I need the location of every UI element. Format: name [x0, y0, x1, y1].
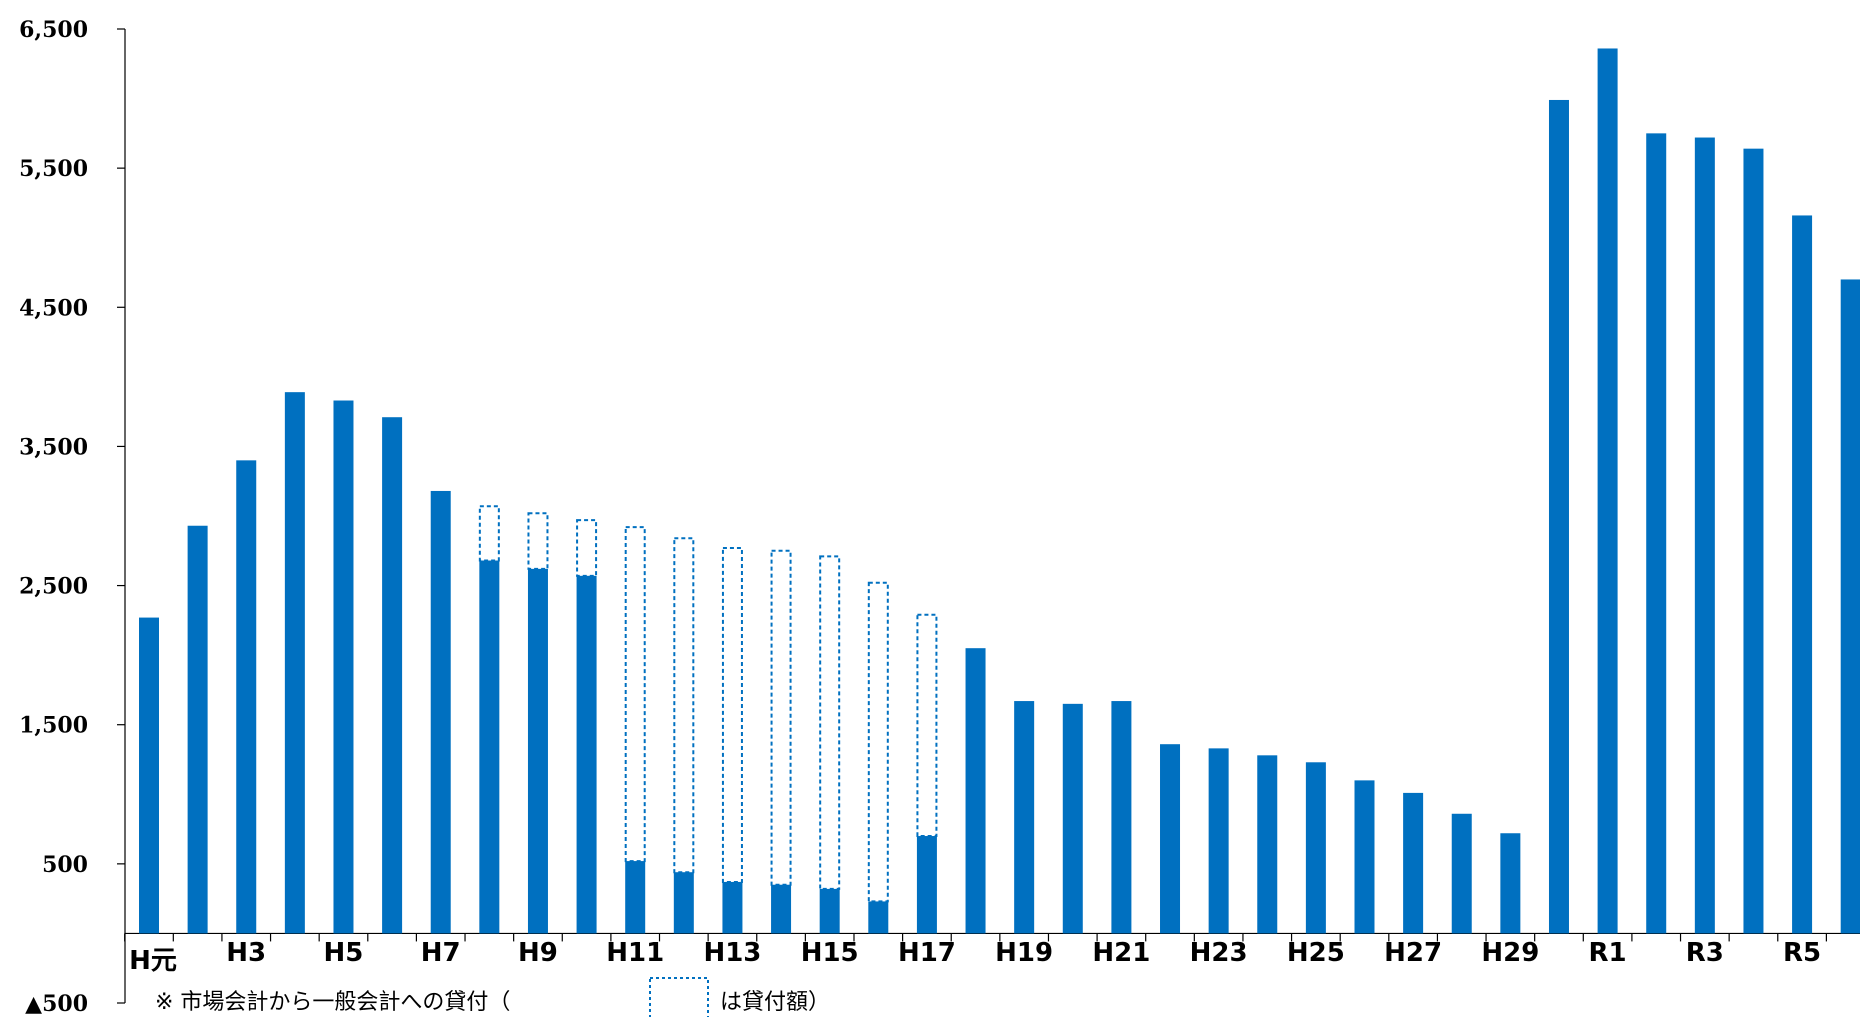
bar: [1840, 279, 1860, 934]
x-tick-label: H3: [226, 938, 266, 968]
y-tick-label: 5,500: [19, 156, 88, 182]
x-tick-label: H5: [324, 938, 364, 968]
bar: [1257, 755, 1278, 934]
y-tick-label: 6,500: [19, 17, 88, 43]
loan-bar-segment: [819, 555, 841, 890]
note-loan-swatch: [649, 977, 709, 1017]
x-tick-label: H元: [129, 946, 177, 976]
x-tick-label: H7: [421, 938, 461, 968]
bar: [1743, 148, 1764, 934]
loan-bar-segment: [576, 519, 598, 577]
legend-note: ※ 市場会計から一般会計への貸付（ は貸付額）: [155, 977, 830, 1017]
loan-bar-segment: [867, 581, 889, 903]
note-suffix: は貸付額）: [720, 990, 830, 1015]
x-tick-label: H13: [703, 938, 761, 968]
bar: [1208, 748, 1229, 934]
x-tick-label: H19: [995, 938, 1053, 968]
bar: [1354, 780, 1375, 934]
bar: [382, 417, 403, 934]
bar: [819, 888, 840, 934]
bar: [284, 392, 305, 934]
bar: [722, 881, 743, 934]
bar: [1160, 744, 1181, 934]
loan-bar-segment: [478, 505, 500, 562]
bar: [1597, 48, 1618, 934]
bar: [868, 901, 889, 934]
bar: [1548, 99, 1569, 934]
loan-bar-segment: [624, 526, 646, 863]
bar: [1500, 833, 1521, 934]
bar: [771, 884, 792, 934]
x-tick-label: H15: [801, 938, 859, 968]
x-tick-label: H9: [518, 938, 558, 968]
y-axis: [117, 28, 126, 1004]
bar: [1403, 792, 1424, 934]
x-tick-label: H27: [1384, 938, 1442, 968]
x-tick-label: H21: [1092, 938, 1150, 968]
y-tick-label: 3,500: [19, 434, 88, 460]
bar: [916, 836, 937, 934]
bars: [139, 48, 1860, 934]
loan-bar-segment: [673, 537, 695, 874]
x-axis: [124, 932, 1860, 942]
bar: [1451, 813, 1472, 934]
y-tick-label: 500: [42, 852, 88, 878]
bar: [1646, 133, 1667, 934]
loan-bar-segment: [916, 613, 938, 838]
bar: [1305, 762, 1326, 934]
x-tick-label: H17: [898, 938, 956, 968]
x-tick-label: R1: [1589, 938, 1627, 968]
bar: [1694, 137, 1715, 934]
note-text: ※ 市場会計から一般会計への貸付（: [155, 990, 510, 1015]
bar: [527, 568, 548, 934]
bar: [1792, 215, 1813, 934]
bar: [430, 490, 451, 934]
x-tick-label: H25: [1287, 938, 1345, 968]
x-tick-label: H11: [606, 938, 664, 968]
tick-labels: 6,500 5,500 4,500 3,500 2,500 1,500 500 ▲500 H元 H…: [19, 17, 1821, 1017]
bar: [965, 648, 986, 934]
bar: [1062, 703, 1083, 934]
y-tick-label: 4,500: [19, 295, 88, 321]
x-tick-label: R3: [1686, 938, 1724, 968]
bar: [479, 560, 500, 934]
x-tick-label: H23: [1190, 938, 1248, 968]
bar: [187, 525, 208, 934]
x-tick-label: R5: [1783, 938, 1821, 968]
bar: [139, 617, 159, 934]
y-tick-label: ▲500: [25, 991, 88, 1017]
y-tick-label: 1,500: [19, 713, 88, 739]
bar: [576, 575, 597, 934]
loan-bar-segment: [721, 547, 743, 883]
loan-bar-segment: [527, 512, 549, 570]
x-tick-label: H29: [1481, 938, 1539, 968]
bar: [625, 861, 646, 934]
bar: [1014, 701, 1035, 934]
y-tick-label: 2,500: [19, 574, 88, 600]
bar: [236, 460, 257, 934]
bar: [673, 872, 694, 934]
bar: [333, 400, 354, 934]
bar: [1111, 701, 1132, 934]
loan-bar-segment: [770, 549, 792, 886]
